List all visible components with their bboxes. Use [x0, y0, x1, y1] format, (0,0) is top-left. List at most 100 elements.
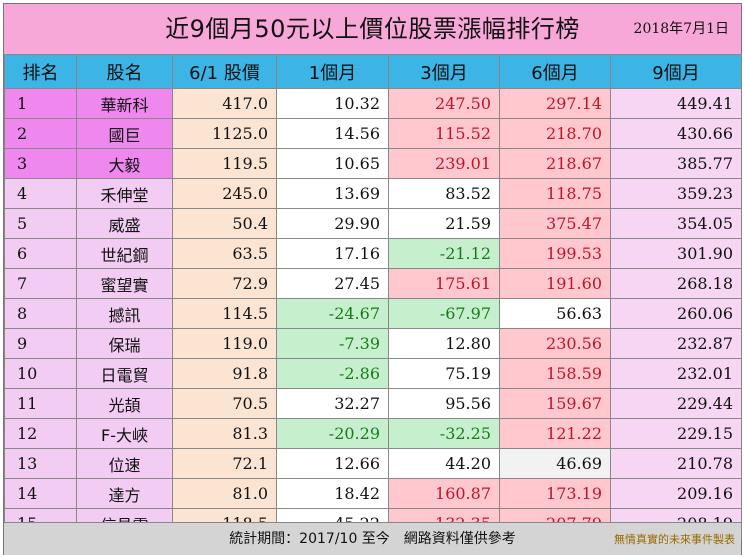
table-row: 9 保瑞 119.0 -7.39 12.80 230.56 232.87 [4, 328, 742, 359]
cell-name: 世紀鋼 [76, 238, 173, 269]
cell-m3: 115.52 [388, 118, 500, 149]
cell-price: 50.4 [172, 208, 277, 239]
cell-m3: 175.61 [388, 268, 500, 299]
cell-price: 91.8 [172, 358, 277, 389]
cell-m9: 430.66 [610, 118, 742, 149]
cell-m3: 95.56 [388, 388, 500, 419]
cell-rank: 13 [4, 448, 77, 479]
cell-m6: 56.63 [499, 298, 611, 329]
cell-m1: -20.29 [276, 418, 389, 449]
cell-rank: 2 [4, 118, 77, 149]
table-row: 14 達方 81.0 18.42 160.87 173.19 209.16 [4, 478, 742, 509]
table-row: 6 世紀鋼 63.5 17.16 -21.12 199.53 301.90 [4, 238, 742, 269]
column-header-6m: 6個月 [499, 54, 611, 89]
cell-m3: 247.50 [388, 88, 500, 119]
table-row: 3 大毅 119.5 10.65 239.01 218.67 385.77 [4, 148, 742, 179]
cell-m1: 10.32 [276, 88, 389, 119]
column-header-rank: 排名 [4, 54, 77, 89]
footer-note: 無情真實的未來事件製表 [614, 533, 735, 546]
cell-m9: 229.15 [610, 418, 742, 449]
cell-m1: 17.16 [276, 238, 389, 269]
cell-price: 114.5 [172, 298, 277, 329]
cell-price: 245.0 [172, 178, 277, 209]
cell-m1: -24.67 [276, 298, 389, 329]
cell-m1: 27.45 [276, 268, 389, 299]
cell-m9: 232.01 [610, 358, 742, 389]
table-row: 1 華新科 417.0 10.32 247.50 297.14 449.41 [4, 88, 742, 119]
cell-rank: 1 [4, 88, 77, 119]
cell-m6: 297.14 [499, 88, 611, 119]
column-header-price: 6/1 股價 [172, 54, 277, 89]
cell-rank: 5 [4, 208, 77, 239]
cell-name: 位速 [76, 448, 173, 479]
cell-m6: 218.70 [499, 118, 611, 149]
cell-rank: 11 [4, 388, 77, 419]
table-body: 1 華新科 417.0 10.32 247.50 297.14 449.41 2 國巨 1125.… [4, 88, 742, 539]
cell-m3: 12.80 [388, 328, 500, 359]
cell-m9: 268.18 [610, 268, 742, 299]
cell-m3: 83.52 [388, 178, 500, 209]
title-bar: 近9個月50元以上價位股票漲幅排行榜 2018年7月1日 [4, 4, 741, 55]
cell-m3: -67.97 [388, 298, 500, 329]
footer-bar: 統計期間：2017/10 至今 網路資料僅供參考 無情真實的未來事件製表 [4, 522, 741, 555]
cell-rank: 9 [4, 328, 77, 359]
cell-m1: 32.27 [276, 388, 389, 419]
cell-m1: -7.39 [276, 328, 389, 359]
cell-price: 70.5 [172, 388, 277, 419]
cell-m9: 449.41 [610, 88, 742, 119]
column-header-9m: 9個月 [610, 54, 742, 89]
cell-m6: 46.69 [499, 448, 611, 479]
cell-m9: 301.90 [610, 238, 742, 269]
table-row: 8 撼訊 114.5 -24.67 -67.97 56.63 260.06 [4, 298, 742, 329]
cell-price: 417.0 [172, 88, 277, 119]
cell-name: F-大峽 [76, 418, 173, 449]
table-row: 11 光頡 70.5 32.27 95.56 159.67 229.44 [4, 388, 742, 419]
cell-m3: -21.12 [388, 238, 500, 269]
table-row: 7 蜜望實 72.9 27.45 175.61 191.60 268.18 [4, 268, 742, 299]
cell-price: 81.3 [172, 418, 277, 449]
cell-m9: 210.78 [610, 448, 742, 479]
cell-m3: 44.20 [388, 448, 500, 479]
ranking-table: 排名 股名 6/1 股價 1個月 3個月 6個月 9個月 1 華新科 417.0 10… [4, 54, 742, 539]
cell-m3: 75.19 [388, 358, 500, 389]
cell-m6: 173.19 [499, 478, 611, 509]
table-row: 13 位速 72.1 12.66 44.20 46.69 210.78 [4, 448, 742, 479]
cell-m6: 159.67 [499, 388, 611, 419]
column-header-name: 股名 [76, 54, 173, 89]
cell-m1: 18.42 [276, 478, 389, 509]
cell-m6: 218.67 [499, 148, 611, 179]
cell-m1: 29.90 [276, 208, 389, 239]
cell-m6: 118.75 [499, 178, 611, 209]
table-row: 5 威盛 50.4 29.90 21.59 375.47 354.05 [4, 208, 742, 239]
cell-name: 華新科 [76, 88, 173, 119]
cell-m9: 359.23 [610, 178, 742, 209]
cell-rank: 3 [4, 148, 77, 179]
cell-m6: 121.22 [499, 418, 611, 449]
cell-m6: 230.56 [499, 328, 611, 359]
cell-m6: 375.47 [499, 208, 611, 239]
cell-name: 光頡 [76, 388, 173, 419]
column-header-1m: 1個月 [276, 54, 389, 89]
ranking-table-card: 近9個月50元以上價位股票漲幅排行榜 2018年7月1日 排名 股名 6/1 股… [3, 3, 742, 555]
cell-name: 達方 [76, 478, 173, 509]
cell-rank: 7 [4, 268, 77, 299]
cell-m9: 209.16 [610, 478, 742, 509]
cell-m6: 199.53 [499, 238, 611, 269]
cell-name: 蜜望實 [76, 268, 173, 299]
cell-name: 國巨 [76, 118, 173, 149]
cell-m1: 13.69 [276, 178, 389, 209]
cell-rank: 4 [4, 178, 77, 209]
cell-m9: 260.06 [610, 298, 742, 329]
cell-m6: 191.60 [499, 268, 611, 299]
cell-rank: 12 [4, 418, 77, 449]
cell-m9: 385.77 [610, 148, 742, 179]
table-row: 10 日電貿 91.8 -2.86 75.19 158.59 232.01 [4, 358, 742, 389]
cell-price: 72.9 [172, 268, 277, 299]
cell-m9: 232.87 [610, 328, 742, 359]
cell-price: 72.1 [172, 448, 277, 479]
cell-name: 撼訊 [76, 298, 173, 329]
cell-rank: 10 [4, 358, 77, 389]
cell-name: 大毅 [76, 148, 173, 179]
cell-m3: 160.87 [388, 478, 500, 509]
table-row: 2 國巨 1125.0 14.56 115.52 218.70 430.66 [4, 118, 742, 149]
